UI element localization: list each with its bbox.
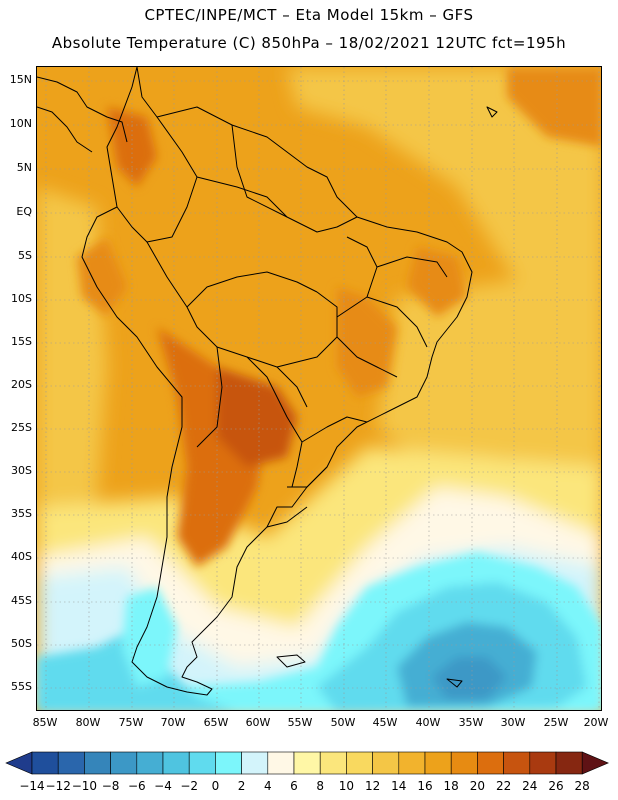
temp-zone-north-atlantic xyxy=(287,67,601,327)
lon-label: 60W xyxy=(245,716,271,729)
map-subtitle: Absolute Temperature (C) 850hPa – 18/02/… xyxy=(51,34,567,52)
temp-zone-tip-cold xyxy=(122,587,177,687)
colorbar-cell xyxy=(503,751,531,775)
colorbar-cell xyxy=(162,751,190,775)
colorbar-tick-label: −12 xyxy=(46,779,71,793)
colorbar-cell xyxy=(477,751,504,775)
lat-label: 5N xyxy=(16,161,32,174)
colorbar-cell xyxy=(267,751,295,775)
colorbar-tick-label: 18 xyxy=(444,779,459,793)
colorbar-tick-label: −2 xyxy=(180,779,198,793)
colorbar-tick-label: −8 xyxy=(102,779,120,793)
colorbar-cell xyxy=(215,751,242,775)
lat-label: 40S xyxy=(11,550,32,563)
temp-zone-pacific-west xyxy=(37,187,107,517)
colorbar-cell xyxy=(136,751,164,775)
lon-label: 75W xyxy=(118,716,144,729)
lon-label: 80W xyxy=(75,716,101,729)
temp-zone-hot-caribbean xyxy=(507,67,601,147)
colorbar-arrow-high xyxy=(581,751,609,775)
colorbar-tick-label: 4 xyxy=(264,779,272,793)
colorbar-cell xyxy=(31,751,59,775)
lat-label: 35S xyxy=(11,507,32,520)
colorbar-tick-label: 28 xyxy=(575,779,590,793)
colorbar-tick-label: 10 xyxy=(339,779,354,793)
colorbar-tick-label: −6 xyxy=(128,779,146,793)
lon-label: 55W xyxy=(287,716,313,729)
colorbar-legend: −14 −12 −10 −8 −6 −4 −2 0 2 4 6 8 10 12 14 16 18 20 22 24 26… xyxy=(5,751,609,793)
temp-zone-coldest-core xyxy=(432,657,507,699)
coastlines xyxy=(37,67,498,696)
temp-zone-hot-northeast xyxy=(407,247,467,317)
map-title: CPTEC/INPE/MCT – Eta Model 15km – GFS xyxy=(144,6,474,24)
lon-label: 25W xyxy=(543,716,569,729)
lon-label: 65W xyxy=(203,716,229,729)
temp-zone-south-atlantic xyxy=(377,267,601,487)
lon-label: 40W xyxy=(415,716,441,729)
temp-zone-hot-north xyxy=(107,107,157,187)
lat-label: EQ xyxy=(16,205,32,218)
colorbar-cell xyxy=(110,751,138,775)
colorbar-tick-label: −10 xyxy=(72,779,97,793)
colorbar-cell xyxy=(319,751,347,775)
lat-label: 15N xyxy=(9,73,32,86)
colorbar-cell xyxy=(450,751,478,775)
lat-label: 5S xyxy=(18,249,32,262)
lat-label: 10S xyxy=(11,292,32,305)
temp-zone-hot-chaco xyxy=(217,367,297,467)
colorbar-tick-label: 20 xyxy=(470,779,485,793)
lon-label: 35W xyxy=(458,716,484,729)
colorbar-arrow-low xyxy=(5,751,33,775)
colorbar-tick-label: 14 xyxy=(391,779,406,793)
colorbar-tick-label: 24 xyxy=(522,779,537,793)
colorbar-tick-label: 26 xyxy=(548,779,563,793)
colorbar-cell xyxy=(529,751,557,775)
lat-label: 30S xyxy=(11,464,32,477)
colorbar-cell xyxy=(188,751,216,775)
colorbar-cell xyxy=(241,751,269,775)
colorbar-tick-label: 2 xyxy=(238,779,246,793)
colorbar-cell xyxy=(57,751,85,775)
colorbar-tick-label: 6 xyxy=(290,779,298,793)
colorbar-cell xyxy=(84,751,111,775)
colorbar-cell xyxy=(293,751,321,775)
colorbar-cell xyxy=(372,751,400,775)
lat-label: 50S xyxy=(11,637,32,650)
lat-label: 25S xyxy=(11,421,32,434)
lon-label: 30W xyxy=(500,716,526,729)
lon-label: 50W xyxy=(330,716,356,729)
colorbar-tick-label: −4 xyxy=(154,779,172,793)
colorbar-cell xyxy=(346,751,373,775)
colorbar-cell xyxy=(555,751,583,775)
temperature-map xyxy=(36,66,602,711)
lon-label: 20W xyxy=(583,716,609,729)
lat-label: 10N xyxy=(9,117,32,130)
colorbar-cell xyxy=(424,751,452,775)
colorbar-cell xyxy=(398,751,426,775)
colorbar-tick-label: 0 xyxy=(212,779,220,793)
colorbar-tick-label: 12 xyxy=(365,779,380,793)
colorbar-tick-label: 22 xyxy=(496,779,511,793)
colorbar-tick-label: −14 xyxy=(19,779,44,793)
lon-label: 45W xyxy=(372,716,398,729)
lat-label: 20S xyxy=(11,378,32,391)
lat-label: 55S xyxy=(11,680,32,693)
lon-label: 85W xyxy=(32,716,58,729)
lat-label: 45S xyxy=(11,594,32,607)
lon-label: 70W xyxy=(160,716,186,729)
colorbar-tick-label: 16 xyxy=(417,779,432,793)
lat-label: 15S xyxy=(11,335,32,348)
colorbar-tick-label: 8 xyxy=(316,779,324,793)
